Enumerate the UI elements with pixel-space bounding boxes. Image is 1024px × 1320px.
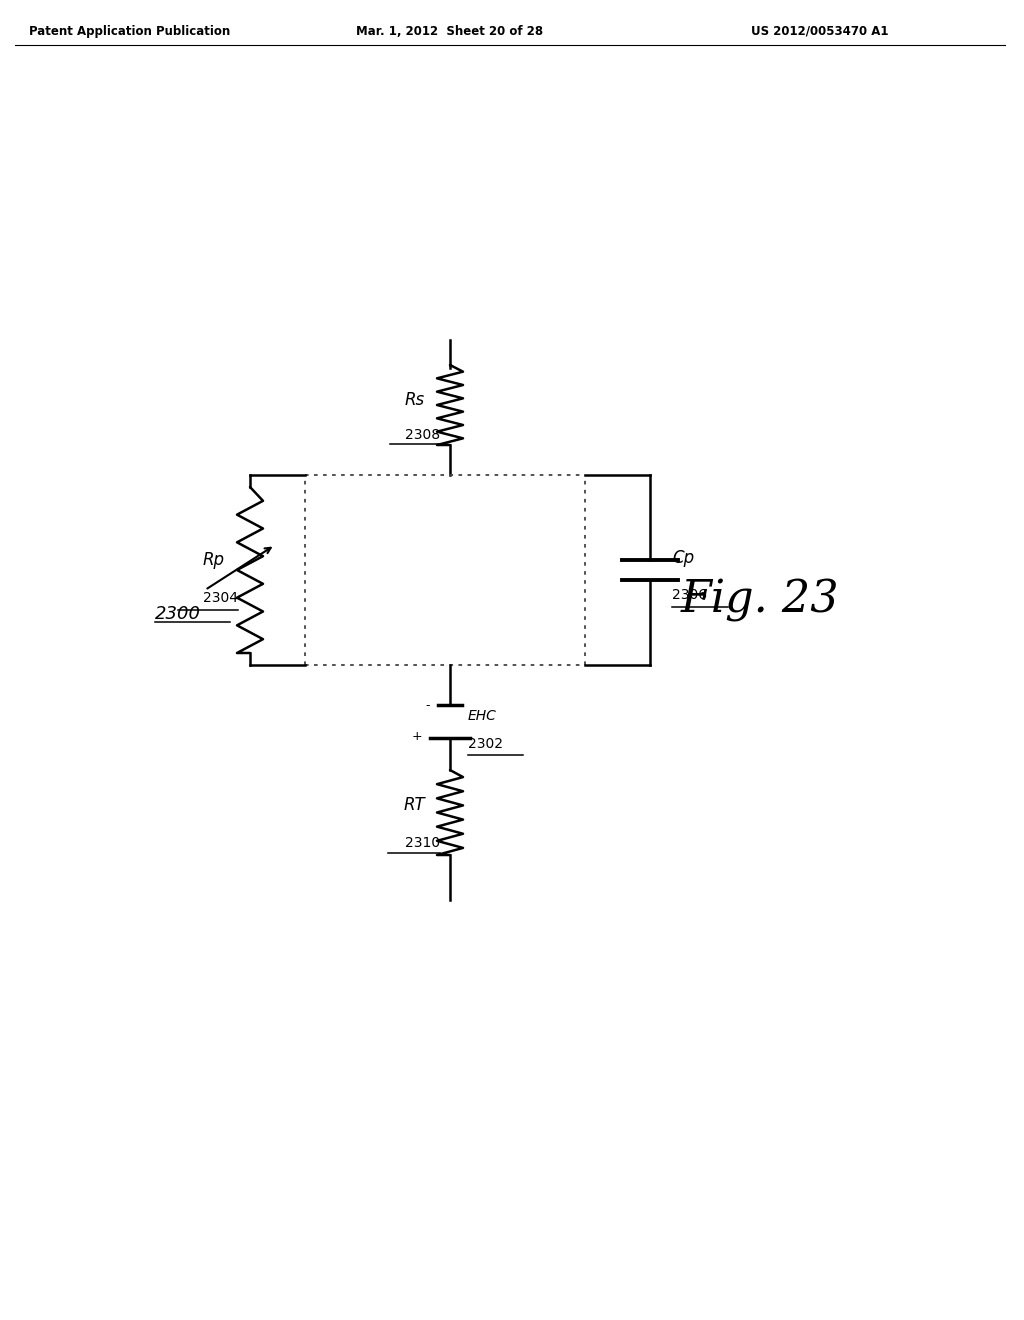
Text: 2304: 2304	[203, 591, 238, 605]
Text: 2310: 2310	[404, 836, 440, 850]
Text: Rp: Rp	[203, 550, 225, 569]
Text: EHC: EHC	[468, 709, 497, 722]
Text: Rs: Rs	[404, 391, 425, 409]
Text: 2300: 2300	[155, 605, 201, 623]
Text: 2302: 2302	[468, 737, 503, 751]
Text: Fig. 23: Fig. 23	[681, 578, 840, 622]
Text: Cp: Cp	[672, 549, 694, 568]
Text: 2308: 2308	[404, 428, 440, 442]
Text: +: +	[412, 730, 422, 743]
Text: Mar. 1, 2012  Sheet 20 of 28: Mar. 1, 2012 Sheet 20 of 28	[356, 25, 544, 38]
Text: 2306: 2306	[672, 587, 708, 602]
Text: Patent Application Publication: Patent Application Publication	[30, 25, 230, 38]
Text: US 2012/0053470 A1: US 2012/0053470 A1	[752, 25, 889, 38]
Text: -: -	[426, 700, 430, 713]
Text: RT: RT	[403, 796, 425, 813]
